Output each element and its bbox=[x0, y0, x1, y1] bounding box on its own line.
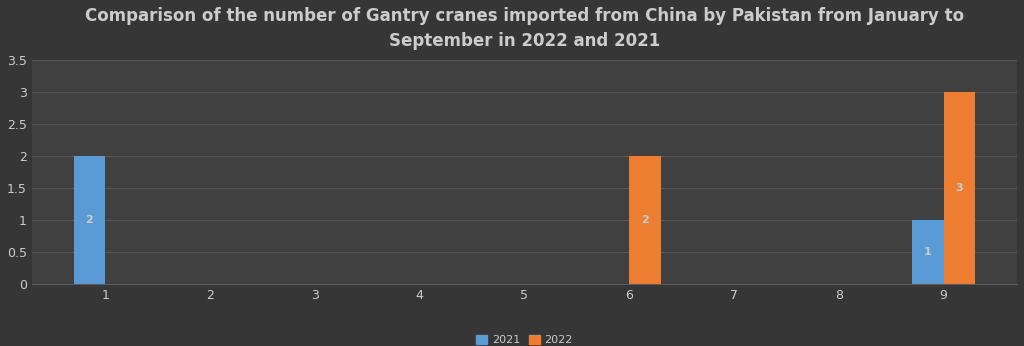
Text: 2: 2 bbox=[641, 215, 649, 225]
Bar bbox=[629, 156, 660, 284]
Text: 2: 2 bbox=[86, 215, 93, 225]
Bar bbox=[912, 220, 944, 284]
Bar bbox=[74, 156, 105, 284]
Title: Comparison of the number of Gantry cranes imported from China by Pakistan from J: Comparison of the number of Gantry crane… bbox=[85, 7, 964, 50]
Bar bbox=[944, 92, 975, 284]
Legend: 2021, 2022: 2021, 2022 bbox=[472, 331, 578, 346]
Text: 1: 1 bbox=[924, 247, 932, 257]
Text: 3: 3 bbox=[955, 183, 964, 193]
